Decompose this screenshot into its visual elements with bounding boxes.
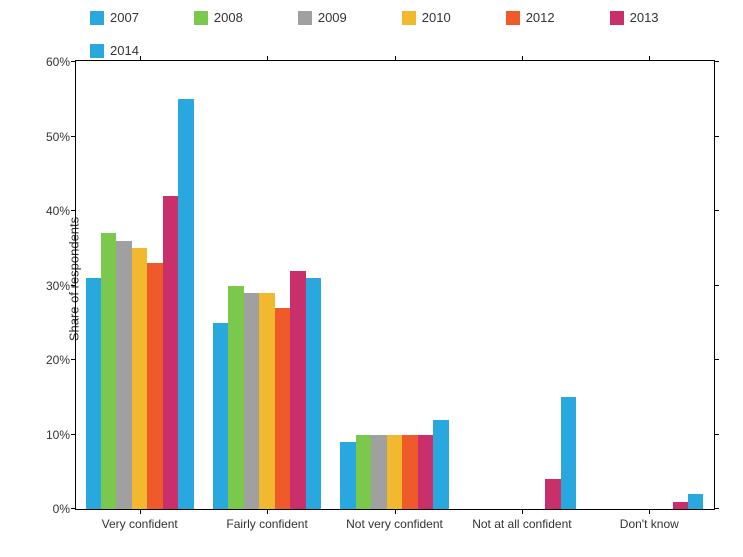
bars-layer [76, 61, 714, 509]
x-tick-mark [395, 56, 396, 61]
bar [545, 479, 560, 509]
y-tick-label: 50% [46, 130, 76, 144]
y-tick-mark [714, 434, 719, 435]
bar [371, 435, 386, 510]
bar [356, 435, 371, 510]
x-tick-mark [522, 509, 523, 514]
bar-chart: Share of respondents 2007200820092010201… [0, 0, 743, 557]
bar [561, 397, 576, 509]
bar [290, 271, 305, 509]
y-tick-label: 10% [46, 428, 76, 442]
legend-item: 2012 [506, 10, 555, 25]
legend-label: 2012 [526, 10, 555, 25]
bar [688, 494, 703, 509]
y-tick-mark [714, 285, 719, 286]
legend-swatch [90, 11, 104, 25]
bar [213, 323, 228, 509]
legend-item: 2008 [194, 10, 243, 25]
bar [402, 435, 417, 510]
legend-swatch [402, 11, 416, 25]
bar [86, 278, 101, 509]
x-tick-mark [140, 56, 141, 61]
legend: 2007 2008 2009 2010 2012 2013 2014 [90, 10, 723, 58]
bar [178, 99, 193, 509]
bar [433, 420, 448, 509]
y-tick-mark [71, 210, 76, 211]
legend-swatch [194, 11, 208, 25]
y-tick-label: 30% [46, 279, 76, 293]
x-tick-mark [267, 56, 268, 61]
y-tick-mark [714, 210, 719, 211]
legend-item: 2014 [90, 43, 139, 58]
x-tick-mark [649, 56, 650, 61]
legend-swatch [610, 11, 624, 25]
y-tick-mark [71, 285, 76, 286]
legend-item: 2009 [298, 10, 347, 25]
plot-area: 0%10%20%30%40%50%60%Very confidentFairly… [75, 60, 715, 510]
bar [275, 308, 290, 509]
x-tick-mark [649, 509, 650, 514]
bar [101, 233, 116, 509]
y-tick-mark [714, 136, 719, 137]
y-tick-label: 0% [53, 502, 76, 516]
legend-label: 2010 [422, 10, 451, 25]
legend-item: 2010 [402, 10, 451, 25]
bar [418, 435, 433, 510]
x-tick-mark [267, 509, 268, 514]
bar [163, 196, 178, 509]
bar [147, 263, 162, 509]
bar [228, 286, 243, 510]
bar [340, 442, 355, 509]
y-tick-mark [71, 359, 76, 360]
y-tick-mark [714, 359, 719, 360]
bar [306, 278, 321, 509]
legend-item: 2013 [610, 10, 659, 25]
y-tick-mark [71, 136, 76, 137]
x-tick-mark [522, 56, 523, 61]
legend-label: 2008 [214, 10, 243, 25]
legend-swatch [90, 44, 104, 58]
y-tick-mark [714, 508, 719, 509]
legend-label: 2009 [318, 10, 347, 25]
legend-label: 2014 [110, 43, 139, 58]
bar [244, 293, 259, 509]
y-tick-label: 60% [46, 55, 76, 69]
y-tick-mark [71, 61, 76, 62]
bar [132, 248, 147, 509]
y-tick-mark [71, 508, 76, 509]
bar [259, 293, 274, 509]
y-tick-mark [71, 434, 76, 435]
legend-label: 2013 [630, 10, 659, 25]
x-tick-mark [395, 509, 396, 514]
bar [673, 502, 688, 509]
legend-swatch [506, 11, 520, 25]
legend-label: 2007 [110, 10, 139, 25]
x-tick-mark [140, 509, 141, 514]
legend-swatch [298, 11, 312, 25]
y-tick-label: 20% [46, 353, 76, 367]
bar [387, 435, 402, 510]
y-tick-mark [714, 61, 719, 62]
y-tick-label: 40% [46, 204, 76, 218]
bar [116, 241, 131, 509]
legend-item: 2007 [90, 10, 139, 25]
